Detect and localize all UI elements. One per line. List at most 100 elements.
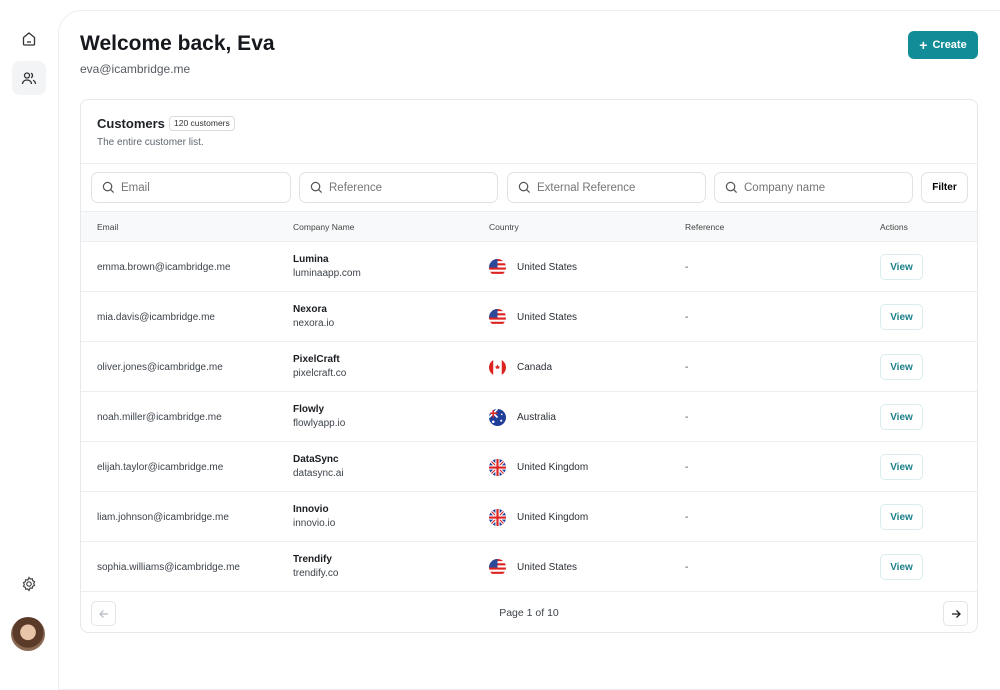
- company-name-input[interactable]: [744, 181, 894, 194]
- reference-value: -: [685, 262, 689, 273]
- customer-email: sophia.williams@icambridge.me: [97, 562, 240, 573]
- count-badge: 120 customers: [169, 116, 235, 131]
- reference-value: -: [685, 412, 689, 423]
- reference-value: -: [685, 312, 689, 323]
- email-search[interactable]: [91, 172, 291, 203]
- arrow-left-icon: [98, 609, 108, 618]
- country-name: United Kingdom: [517, 512, 589, 523]
- reference-value: -: [685, 462, 689, 473]
- sidebar-item-home[interactable]: [12, 22, 46, 56]
- external-reference-input[interactable]: [537, 181, 687, 194]
- next-page-button[interactable]: [943, 601, 968, 626]
- company-name-search[interactable]: [714, 172, 913, 203]
- country-cell: United Kingdom: [489, 509, 588, 526]
- company-name: Innovio: [293, 504, 329, 515]
- avatar[interactable]: [11, 617, 45, 651]
- users-icon: [21, 72, 37, 85]
- flag-us-icon: [489, 309, 506, 326]
- company-cell: PixelCraft pixelcraft.co: [293, 354, 346, 379]
- view-button[interactable]: View: [880, 304, 923, 330]
- country-name: United Kingdom: [517, 462, 589, 473]
- search-icon: [102, 181, 115, 194]
- country-name: Australia: [517, 412, 556, 423]
- flag-ca-icon: [489, 359, 506, 376]
- company-domain: luminaapp.com: [293, 268, 361, 279]
- reference-value: -: [685, 512, 689, 523]
- external-reference-search[interactable]: [507, 172, 706, 203]
- home-icon: [22, 32, 36, 46]
- country-cell: United Kingdom: [489, 459, 588, 476]
- customer-email: liam.johnson@icambridge.me: [97, 512, 229, 523]
- arrow-right-icon: [951, 609, 961, 618]
- company-name: PixelCraft: [293, 354, 340, 365]
- table-row: sophia.williams@icambridge.me Trendify tr…: [81, 542, 977, 592]
- company-name: Flowly: [293, 404, 325, 415]
- country-cell: United States: [489, 259, 577, 276]
- user-email: eva@icambridge.me: [80, 62, 191, 76]
- view-button[interactable]: View: [880, 404, 923, 430]
- company-cell: DataSync datasync.ai: [293, 454, 344, 479]
- view-button[interactable]: View: [880, 554, 923, 580]
- sidebar: [0, 0, 58, 667]
- company-domain: pixelcraft.co: [293, 368, 347, 379]
- pagination: Page 1 of 10: [81, 592, 977, 632]
- prev-page-button[interactable]: [91, 601, 116, 626]
- view-button[interactable]: View: [880, 354, 923, 380]
- company-name: Nexora: [293, 304, 327, 315]
- customer-email: mia.davis@icambridge.me: [97, 312, 215, 323]
- search-icon: [725, 181, 738, 194]
- country-name: United States: [517, 562, 578, 573]
- page-indicator: Page 1 of 10: [499, 607, 559, 619]
- flag-us-icon: [489, 559, 506, 576]
- company-name: Lumina: [293, 254, 329, 265]
- column-company: Company Name: [293, 222, 355, 232]
- reference-value: -: [685, 362, 689, 373]
- sidebar-item-settings[interactable]: [12, 567, 46, 601]
- company-domain: nexora.io: [293, 318, 335, 329]
- flag-gb-icon: [489, 459, 506, 476]
- customer-email: elijah.taylor@icambridge.me: [97, 462, 224, 473]
- column-email: Email: [97, 222, 119, 232]
- search-icon: [518, 181, 531, 194]
- company-cell: Innovio innovio.io: [293, 504, 335, 529]
- company-name: Trendify: [293, 554, 332, 565]
- country-name: Canada: [517, 362, 553, 373]
- company-domain: innovio.io: [293, 518, 336, 529]
- table-row: mia.davis@icambridge.me Nexora nexora.io …: [81, 292, 977, 342]
- table-row: oliver.jones@icambridge.me PixelCraft pix…: [81, 342, 977, 392]
- company-domain: datasync.ai: [293, 468, 344, 479]
- reference-input[interactable]: [329, 181, 479, 194]
- customers-card: Customers 120 customers The entire custo…: [80, 99, 978, 633]
- filter-button[interactable]: Filter: [921, 172, 968, 203]
- company-cell: Lumina luminaapp.com: [293, 254, 361, 279]
- country-cell: Canada: [489, 359, 552, 376]
- country-name: United States: [517, 312, 578, 323]
- create-button[interactable]: + Create: [908, 31, 978, 59]
- view-button[interactable]: View: [880, 254, 923, 280]
- company-cell: Trendify trendify.co: [293, 554, 338, 579]
- country-cell: United States: [489, 559, 577, 576]
- sidebar-item-customers[interactable]: [12, 61, 46, 95]
- reference-value: -: [685, 562, 689, 573]
- table-row: liam.johnson@icambridge.me Innovio innovi…: [81, 492, 977, 542]
- column-actions: Actions: [880, 222, 908, 232]
- create-label: Create: [932, 39, 967, 51]
- table-row: elijah.taylor@icambridge.me DataSync data…: [81, 442, 977, 492]
- country-name: United States: [517, 262, 578, 273]
- customer-email: noah.miller@icambridge.me: [97, 412, 222, 423]
- country-cell: Australia: [489, 409, 556, 426]
- company-domain: trendify.co: [293, 568, 339, 579]
- company-cell: Nexora nexora.io: [293, 304, 334, 329]
- email-input[interactable]: [121, 181, 271, 194]
- table-row: noah.miller@icambridge.me Flowly flowlyap…: [81, 392, 977, 442]
- view-button[interactable]: View: [880, 504, 923, 530]
- reference-search[interactable]: [299, 172, 498, 203]
- flag-us-icon: [489, 259, 506, 276]
- country-cell: United States: [489, 309, 577, 326]
- view-button[interactable]: View: [880, 454, 923, 480]
- page-title: Welcome back, Eva: [80, 32, 275, 55]
- column-reference: Reference: [685, 222, 725, 232]
- company-domain: flowlyapp.io: [293, 418, 346, 429]
- card-subtitle: The entire customer list.: [97, 137, 204, 148]
- table-row: emma.brown@icambridge.me Lumina luminaapp…: [81, 242, 977, 292]
